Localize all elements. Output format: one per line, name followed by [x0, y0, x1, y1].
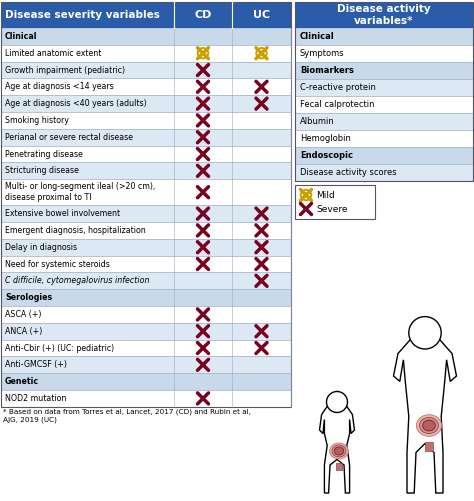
Bar [1, 390, 291, 407]
Bar [295, 2, 473, 28]
Ellipse shape [332, 445, 346, 457]
Text: * Based on data from Torres et al, Lancet, 2017 (CD) and Rubin et al,
AJG, 2019 : * Based on data from Torres et al, Lance… [3, 409, 251, 423]
Bar [1, 340, 291, 356]
Text: NOD2 mutation: NOD2 mutation [5, 394, 66, 403]
Bar [295, 164, 473, 181]
Bar [1, 2, 291, 28]
Text: Genetic: Genetic [5, 377, 39, 386]
Circle shape [409, 317, 441, 349]
Text: UC: UC [253, 10, 270, 20]
Bar [295, 2, 473, 181]
Bar [295, 62, 473, 79]
Bar [1, 289, 291, 306]
Text: Hemoglobin: Hemoglobin [300, 134, 351, 143]
Bar [1, 273, 291, 289]
Ellipse shape [419, 417, 438, 433]
Bar [1, 62, 291, 78]
Text: C-reactive protein: C-reactive protein [300, 83, 376, 92]
Bar [1, 112, 291, 129]
Text: Anti-Cbir (+) (UC: pediatric): Anti-Cbir (+) (UC: pediatric) [5, 344, 114, 353]
Bar [1, 2, 291, 407]
Text: Age at diagnosis <40 years (adults): Age at diagnosis <40 years (adults) [5, 99, 146, 108]
Text: Multi- or long-segment ileal (>20 cm),: Multi- or long-segment ileal (>20 cm), [5, 182, 155, 191]
Text: Disease activity
variables*: Disease activity variables* [337, 4, 431, 26]
Bar [1, 78, 291, 95]
Text: Disease severity variables: Disease severity variables [5, 10, 160, 20]
Text: Severe: Severe [316, 204, 347, 213]
Text: Perianal or severe rectal disease: Perianal or severe rectal disease [5, 133, 133, 142]
Bar [295, 147, 473, 164]
Ellipse shape [330, 443, 348, 459]
Bar [1, 323, 291, 340]
Bar [1, 356, 291, 373]
Text: Penetrating disease: Penetrating disease [5, 149, 83, 158]
Text: Limited anatomic extent: Limited anatomic extent [5, 49, 101, 58]
Text: Disease activity scores: Disease activity scores [300, 168, 397, 177]
Bar [1, 146, 291, 162]
Text: Clinical: Clinical [5, 32, 37, 41]
Bar [295, 79, 473, 96]
Text: Serologies: Serologies [5, 293, 52, 302]
Text: Fecal calprotectin: Fecal calprotectin [300, 100, 374, 109]
Text: Biomarkers: Biomarkers [300, 66, 354, 75]
Bar [1, 306, 291, 323]
Bar [1, 129, 291, 146]
Text: ASCA (+): ASCA (+) [5, 310, 41, 319]
Text: Smoking history: Smoking history [5, 116, 69, 125]
Bar [1, 162, 291, 179]
Text: Albumin: Albumin [300, 117, 335, 126]
Ellipse shape [416, 415, 442, 436]
PathPatch shape [319, 391, 355, 493]
Text: Age at diagnosis <14 years: Age at diagnosis <14 years [5, 82, 114, 91]
Bar [1, 222, 291, 239]
Bar [337, 463, 342, 469]
Bar [295, 96, 473, 113]
Text: ANCA (+): ANCA (+) [5, 327, 42, 336]
Text: Symptoms: Symptoms [300, 49, 345, 58]
Bar [425, 442, 433, 451]
Bar [295, 185, 375, 219]
Circle shape [327, 391, 347, 412]
Bar [295, 113, 473, 130]
Text: Anti-GMCSF (+): Anti-GMCSF (+) [5, 360, 67, 369]
Bar [295, 130, 473, 147]
Text: Delay in diagnosis: Delay in diagnosis [5, 242, 77, 252]
Ellipse shape [334, 447, 344, 455]
Text: Extensive bowel involvement: Extensive bowel involvement [5, 209, 120, 218]
Ellipse shape [423, 420, 435, 431]
Bar [1, 95, 291, 112]
Text: Endoscopic: Endoscopic [300, 151, 353, 160]
Bar [295, 45, 473, 62]
Bar [295, 28, 473, 45]
Text: Stricturing disease: Stricturing disease [5, 166, 79, 175]
Bar [1, 205, 291, 222]
Text: Emergent diagnosis, hospitalization: Emergent diagnosis, hospitalization [5, 226, 146, 235]
Bar [1, 256, 291, 273]
Text: C difficile, cytomegalovirus infection: C difficile, cytomegalovirus infection [5, 276, 149, 285]
Text: Growth impairment (pediatric): Growth impairment (pediatric) [5, 66, 125, 75]
Text: Mild: Mild [316, 190, 335, 199]
Bar [1, 239, 291, 256]
Bar [1, 28, 291, 45]
Bar [1, 45, 291, 62]
Bar [1, 373, 291, 390]
Text: Need for systemic steroids: Need for systemic steroids [5, 260, 110, 269]
Text: disease proximal to TI: disease proximal to TI [5, 193, 91, 202]
Bar [1, 179, 291, 205]
Text: CD: CD [194, 10, 212, 20]
PathPatch shape [393, 318, 456, 493]
Text: Clinical: Clinical [300, 32, 335, 41]
